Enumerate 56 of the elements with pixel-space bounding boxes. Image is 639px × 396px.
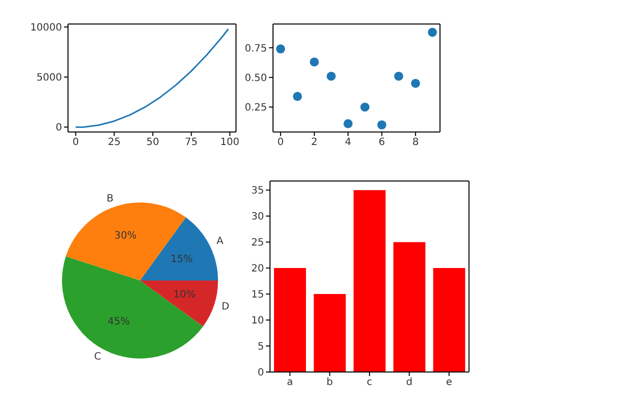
y-tick-label: 5000 xyxy=(36,72,62,84)
slice-label: D xyxy=(222,302,230,313)
y-tick-label: 25 xyxy=(251,238,264,249)
y-tick-label: 15 xyxy=(251,290,264,301)
point xyxy=(394,72,404,81)
y-tick-label: 0.75 xyxy=(244,43,267,54)
x-tick-label: b xyxy=(326,377,333,388)
x-tick-label: 2 xyxy=(311,137,318,148)
x-tick-label: 6 xyxy=(378,137,385,148)
x-tick-label: 8 xyxy=(412,137,419,148)
x-tick-label: 75 xyxy=(184,137,198,148)
x-tick-label: d xyxy=(406,377,412,388)
point xyxy=(344,119,353,128)
x-tick-label: 100 xyxy=(220,137,240,148)
y-tick-label: 5 xyxy=(258,342,264,353)
bar xyxy=(314,294,346,372)
bar xyxy=(393,242,426,372)
pie-slice xyxy=(140,280,218,326)
data-label: 45% xyxy=(108,316,130,328)
slice-label: A xyxy=(216,236,224,248)
data-label: 30% xyxy=(114,230,137,242)
point xyxy=(276,44,286,54)
y-tick-label: 20 xyxy=(251,264,264,275)
x-tick-label: 0 xyxy=(72,137,79,148)
y-tick-label: 0 xyxy=(258,368,264,379)
point xyxy=(411,78,420,88)
y-tick-label: 10000 xyxy=(30,22,62,34)
y-tick-label: 0.50 xyxy=(244,72,267,84)
pie-slice xyxy=(140,217,218,280)
data-label: 10% xyxy=(173,289,196,300)
bar xyxy=(274,268,306,372)
x-tick-label: 25 xyxy=(108,137,121,148)
y-tick-label: 30 xyxy=(251,212,264,223)
y-tick-label: 35 xyxy=(251,186,264,197)
x-tick-label: 0 xyxy=(277,137,284,148)
point xyxy=(360,102,370,112)
pie-slice xyxy=(62,256,204,358)
x-tick-label: e xyxy=(446,377,452,388)
y-tick-label: 0 xyxy=(56,122,62,134)
point xyxy=(310,57,319,66)
point xyxy=(377,120,386,130)
point xyxy=(326,72,336,81)
bar xyxy=(433,268,466,372)
slice-label: B xyxy=(106,193,114,204)
data-label: 15% xyxy=(170,254,193,265)
x-tick-label: a xyxy=(286,377,293,388)
x-tick-label: 50 xyxy=(146,137,160,148)
y-tick-label: 0.25 xyxy=(244,102,267,114)
line-series xyxy=(74,28,230,128)
point xyxy=(428,28,437,37)
y-tick-label: 10 xyxy=(251,316,264,327)
x-tick-label: c xyxy=(366,377,372,388)
x-tick-label: 4 xyxy=(344,137,352,148)
point xyxy=(292,92,302,101)
slice-label: C xyxy=(94,351,102,362)
bar xyxy=(354,190,386,372)
